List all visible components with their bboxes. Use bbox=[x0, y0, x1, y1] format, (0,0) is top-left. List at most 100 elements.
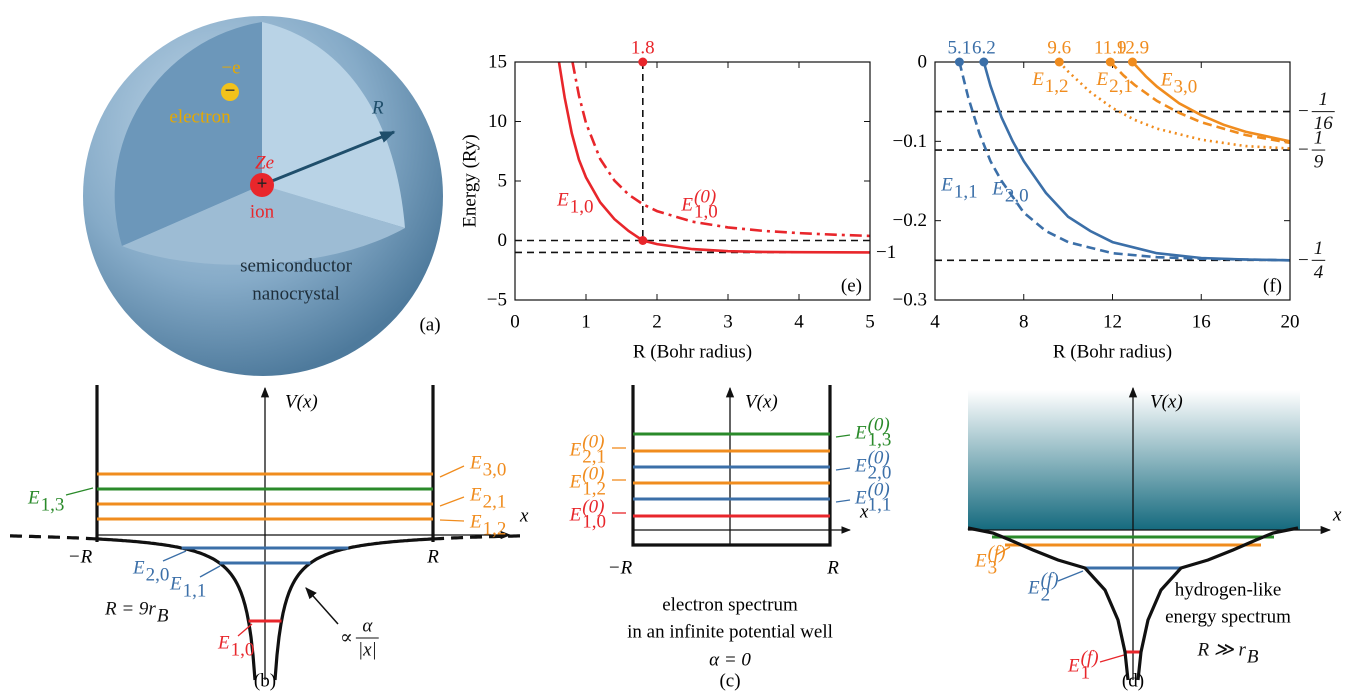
fraction: −1 4 bbox=[1298, 238, 1326, 283]
potential bbox=[1136, 526, 1299, 681]
superscript: (0) bbox=[582, 497, 604, 518]
radius-note: R = 9r bbox=[104, 599, 156, 620]
series-label: E bbox=[991, 178, 1004, 199]
marker-label: 5.1 bbox=[948, 38, 972, 59]
potential-outside bbox=[433, 534, 520, 541]
leader bbox=[1099, 654, 1125, 663]
superscript: (f) bbox=[988, 543, 1006, 564]
symbol: E 2,0 bbox=[991, 178, 1028, 206]
leader bbox=[1057, 570, 1084, 582]
potential bbox=[273, 537, 434, 681]
plot-frame bbox=[514, 61, 871, 301]
fraction: −1 9 bbox=[1298, 128, 1326, 173]
marker-label: 12.9 bbox=[1116, 38, 1149, 59]
leader bbox=[835, 467, 851, 471]
symbol: E (f)1 bbox=[1067, 648, 1099, 684]
potential-outside bbox=[10, 534, 97, 541]
symbol: E 1,1 bbox=[940, 174, 977, 202]
ion-label: ion bbox=[250, 202, 275, 223]
y-tick-label: −0.2 bbox=[893, 210, 927, 231]
wall-label: −R bbox=[68, 547, 93, 568]
radius-arrow bbox=[261, 130, 396, 187]
y-tick-label: 15 bbox=[488, 52, 507, 73]
level-label: E bbox=[854, 488, 867, 509]
subscript: 3,0 bbox=[483, 460, 507, 481]
symbol: E (0)1,0 bbox=[569, 497, 606, 533]
level-label: E bbox=[569, 440, 582, 461]
leader bbox=[995, 546, 1011, 556]
numerator: 1 bbox=[1314, 238, 1324, 259]
fraction: ∝ α |x| bbox=[340, 616, 379, 661]
axis-label: V(x) bbox=[285, 392, 318, 413]
material-label: nanocrystal bbox=[252, 284, 340, 305]
leader bbox=[439, 496, 465, 507]
superscript: (f) bbox=[1041, 570, 1059, 591]
x-axis-label: R (Bohr radius) bbox=[633, 342, 752, 363]
series-line bbox=[1109, 62, 1290, 145]
subscript: 3,0 bbox=[1173, 77, 1197, 98]
subscript: 1,2 bbox=[1045, 76, 1069, 97]
condition: α = 0 bbox=[709, 650, 751, 671]
subscript: 1,1 bbox=[954, 181, 978, 202]
fraction-sign: − bbox=[1298, 250, 1309, 271]
subscript: 1,0 bbox=[582, 512, 606, 533]
level-label: E bbox=[1067, 656, 1080, 677]
superscript: (f) bbox=[1081, 648, 1099, 669]
symbol: E 1,3 bbox=[27, 488, 64, 516]
denominator: 9 bbox=[1314, 152, 1324, 173]
subscript: 1,1 bbox=[868, 495, 892, 516]
cut-face bbox=[122, 185, 405, 265]
fraction-sign: − bbox=[1298, 101, 1309, 122]
symbol: E 1,1 bbox=[169, 574, 206, 602]
description: energy spectrum bbox=[1165, 607, 1291, 628]
subscript: 2,0 bbox=[146, 565, 170, 586]
level-label: E bbox=[1027, 578, 1040, 599]
level-label: E bbox=[974, 551, 987, 572]
leader bbox=[835, 499, 851, 503]
axis-label: x bbox=[859, 502, 869, 523]
level-label: E bbox=[569, 472, 582, 493]
fraction-sign: ∝ bbox=[340, 628, 353, 649]
symbol: E 1,0 bbox=[556, 190, 593, 218]
x-tick-label: 2 bbox=[652, 312, 662, 333]
x-tick-label: 3 bbox=[723, 312, 733, 333]
denominator: 4 bbox=[1314, 262, 1324, 283]
y-tick-label: −0.3 bbox=[893, 290, 927, 311]
subscript: 1,0 bbox=[570, 197, 594, 218]
axis-label: V(x) bbox=[745, 392, 778, 413]
symbol: E 3,0 bbox=[1160, 70, 1197, 98]
series-line bbox=[1058, 62, 1290, 150]
subscript: B bbox=[157, 606, 169, 627]
electron-label: electron bbox=[169, 107, 231, 128]
marker bbox=[979, 57, 989, 67]
panel-tag: (c) bbox=[719, 671, 740, 692]
subscript: 2,0 bbox=[1005, 185, 1029, 206]
panel-tag: (b) bbox=[254, 671, 276, 692]
level-label: E bbox=[569, 505, 582, 526]
subscript: 3 bbox=[988, 558, 998, 579]
symbol: E 2,0 bbox=[132, 558, 169, 586]
panel-tag: (e) bbox=[841, 276, 862, 297]
panel-tag: (a) bbox=[419, 315, 440, 336]
material-label: semiconductor bbox=[240, 256, 353, 277]
numerator: α bbox=[362, 616, 373, 637]
superscript: (0) bbox=[868, 415, 890, 436]
subscript: 1,2 bbox=[582, 479, 606, 500]
level-label: E bbox=[469, 453, 482, 474]
series-label: E bbox=[940, 174, 953, 195]
denominator: |x| bbox=[358, 640, 377, 661]
x-tick-label: 16 bbox=[1192, 312, 1211, 333]
marker-label: 9.6 bbox=[1047, 38, 1071, 59]
marker-label: 11.9 bbox=[1094, 38, 1127, 59]
symbol: E 3,0 bbox=[469, 453, 506, 481]
x-tick-label: 20 bbox=[1281, 312, 1300, 333]
symbol: E 1,2 bbox=[469, 512, 506, 540]
marker bbox=[638, 57, 648, 67]
series-label: E bbox=[1031, 69, 1044, 90]
symbol: E (0)1,3 bbox=[854, 415, 891, 451]
marker-label: 1.8 bbox=[631, 38, 655, 59]
subscript: 1,0 bbox=[231, 640, 255, 661]
x-axis-label: R (Bohr radius) bbox=[1053, 342, 1172, 363]
level-label: E bbox=[854, 423, 867, 444]
